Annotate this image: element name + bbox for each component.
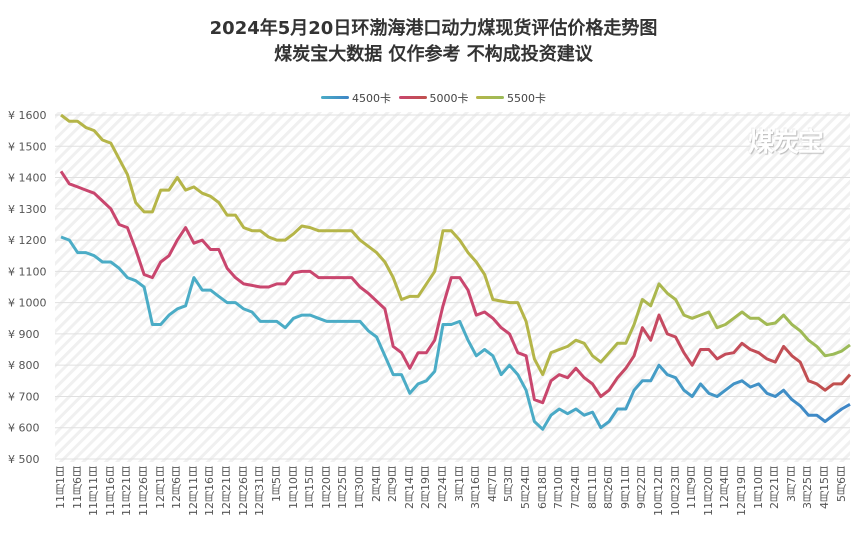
legend-item-5500[interactable]: 5500卡: [476, 90, 546, 106]
x-tick-label: 12月11日: [186, 466, 200, 516]
x-tick-label: 11月21日: [120, 466, 134, 516]
x-tick-label: 8月26日: [602, 466, 616, 509]
y-tick-label: ¥ 600: [8, 422, 40, 435]
x-tick-label: 4月15日: [818, 466, 832, 509]
x-tick-label: 7月10日: [552, 466, 566, 509]
x-tick-label: 1月10日: [751, 466, 765, 509]
x-tick-label: 5月24日: [519, 466, 533, 509]
x-tick-label: 9月22日: [635, 466, 649, 509]
x-tick-label: 3月16日: [469, 466, 483, 509]
x-tick-label: 12月31日: [253, 466, 267, 516]
legend-swatch: [398, 96, 427, 99]
x-tick-label: 8月11日: [585, 466, 599, 509]
y-tick-label: ¥ 1200: [8, 234, 47, 247]
series-line-5500卡: [60, 113, 851, 377]
x-tick-label: 11月6日: [70, 466, 84, 509]
x-tick-label: 12月21日: [220, 466, 234, 516]
y-tick-label: ¥ 700: [8, 390, 40, 403]
y-tick-label: ¥ 1300: [8, 203, 47, 216]
x-tick-label: 12月16日: [203, 466, 217, 516]
x-tick-label: 11月11日: [87, 466, 101, 516]
y-tick-label: ¥ 1100: [8, 265, 47, 278]
x-tick-label: 11月16日: [103, 466, 117, 516]
y-tick-label: ¥ 500: [8, 453, 40, 466]
x-tick-label: 2月4日: [369, 466, 383, 502]
chart-title: 2024年5月20日环渤海港口动力煤现货评估价格走势图: [209, 18, 658, 39]
x-tick-label: 11月26日: [137, 466, 151, 516]
legend: 4500卡 5000卡 5500卡: [0, 89, 867, 106]
y-tick-label: ¥ 1600: [8, 109, 47, 122]
x-tick-label: 12月26日: [236, 466, 250, 516]
series-line-4500卡: [60, 235, 851, 431]
x-tick-label: 11月9日: [685, 466, 699, 509]
x-tick-label: 12月1日: [153, 466, 167, 509]
x-tick-label: 12月4日: [718, 466, 732, 509]
y-tick-label: ¥ 1500: [8, 140, 47, 153]
x-tick-label: 1月20日: [319, 466, 333, 509]
legend-label: 5000卡: [429, 91, 469, 105]
x-tick-label: 1月10日: [286, 466, 300, 509]
x-tick-label: 2月14日: [402, 466, 416, 509]
x-tick-label: 3月7日: [784, 466, 798, 502]
x-tick-label: 2月19日: [419, 466, 433, 509]
x-tick-label: 7月24日: [568, 466, 582, 509]
watermark-logo: 煤炭宝: [748, 128, 824, 158]
x-tick-label: 9月11日: [618, 466, 632, 509]
legend-label: 5500卡: [507, 91, 546, 105]
y-tick-label: ¥ 1400: [8, 172, 47, 185]
x-tick-label: 3月1日: [452, 466, 466, 502]
x-tick-label: 2月9日: [386, 466, 400, 502]
y-tick-label: ¥ 800: [8, 359, 40, 372]
x-tick-label: 2月24日: [436, 466, 450, 509]
x-tick-label: 12月19日: [735, 466, 749, 516]
x-tick-label: 2月21日: [768, 466, 782, 509]
x-tick-label: 4月7日: [485, 466, 499, 502]
x-tick-label: 3月25日: [801, 466, 815, 509]
x-tick-label: 10月12日: [651, 466, 665, 516]
legend-item-5000[interactable]: 5000卡: [398, 90, 469, 106]
x-tick-label: 1月5日: [269, 466, 283, 502]
legend-swatch: [321, 96, 349, 99]
x-tick-label: 1月15日: [303, 466, 317, 509]
x-tick-label: 1月25日: [336, 466, 350, 509]
legend-item-4500[interactable]: 4500卡: [321, 90, 391, 106]
y-tick-label: ¥ 1000: [8, 297, 47, 310]
legend-swatch: [476, 96, 504, 99]
x-tick-label: 11月1日: [54, 466, 67, 509]
plot-background: [55, 112, 850, 462]
x-tick-label: 11月20日: [701, 466, 715, 516]
legend-label: 4500卡: [352, 91, 391, 105]
x-tick-label: 1月30日: [352, 466, 366, 509]
y-tick-label: ¥ 900: [8, 328, 40, 341]
x-tick-label: 5月6日: [834, 466, 848, 502]
series-line-5000卡: [59, 170, 852, 405]
x-tick-label: 12月6日: [170, 466, 184, 509]
x-tick-label: 6月18日: [535, 466, 549, 509]
x-tick-label: 10月23日: [668, 466, 682, 516]
x-tick-label: 5月3日: [502, 466, 516, 502]
chart-subtitle: 煤炭宝大数据 仅作参考 不构成投资建议: [274, 44, 593, 65]
